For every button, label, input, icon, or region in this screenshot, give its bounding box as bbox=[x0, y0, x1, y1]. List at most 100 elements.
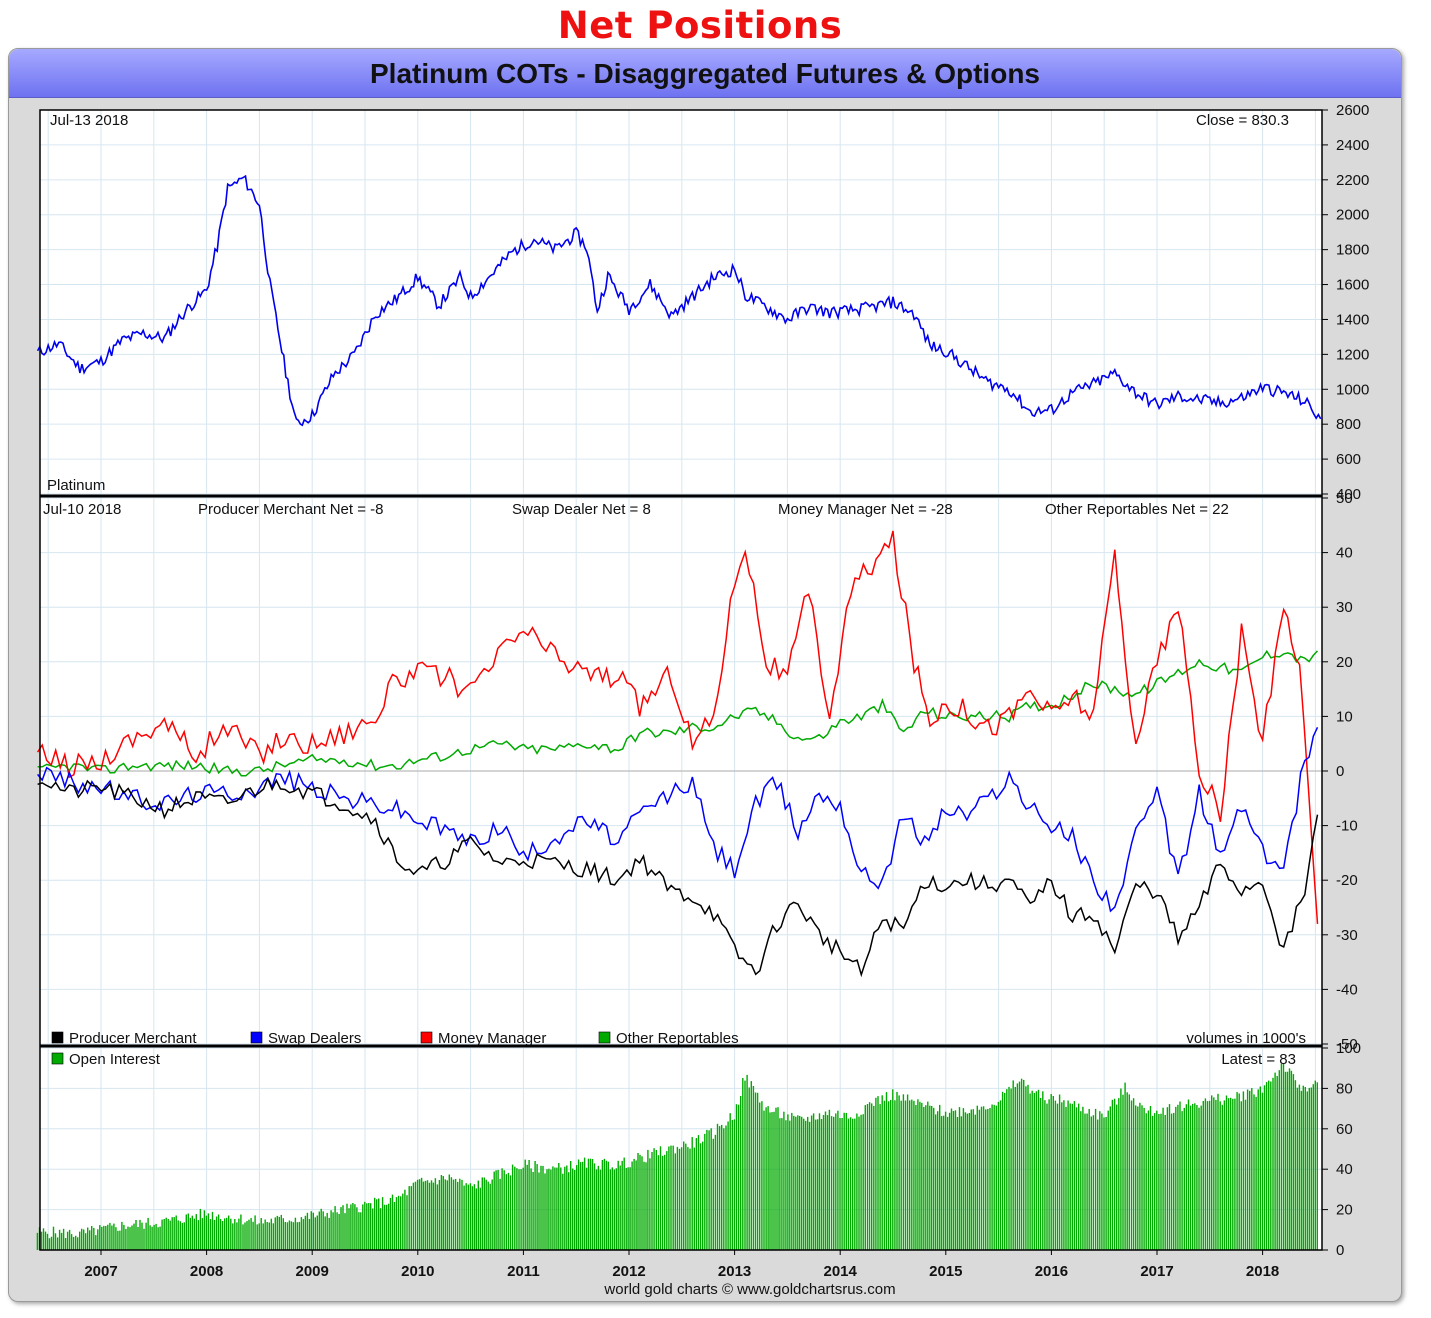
open-interest-bar bbox=[209, 1219, 212, 1250]
open-interest-bar bbox=[956, 1117, 959, 1250]
oi-tick-label: 0 bbox=[1336, 1242, 1344, 1259]
x-tick-label: 2013 bbox=[718, 1263, 751, 1280]
price-tick-label: 1200 bbox=[1336, 346, 1369, 363]
open-interest-bar bbox=[939, 1104, 941, 1250]
open-interest-bar bbox=[558, 1163, 560, 1250]
open-interest-bar bbox=[801, 1116, 803, 1250]
open-interest-bar bbox=[718, 1126, 721, 1250]
open-interest-bar bbox=[929, 1105, 931, 1250]
open-interest-bar bbox=[324, 1216, 326, 1250]
open-interest-bar bbox=[414, 1181, 417, 1250]
price-series-label: Platinum bbox=[47, 477, 105, 494]
open-interest-bar bbox=[820, 1119, 823, 1250]
open-interest-bar bbox=[797, 1115, 799, 1250]
open-interest-bar bbox=[862, 1114, 864, 1250]
open-interest-bar bbox=[877, 1096, 879, 1250]
open-interest-bar bbox=[173, 1217, 175, 1250]
open-interest-bar bbox=[1261, 1092, 1264, 1250]
open-interest-bar bbox=[125, 1228, 127, 1250]
open-interest-bar bbox=[1179, 1101, 1181, 1250]
open-interest-bar bbox=[1103, 1117, 1105, 1250]
close-label: Close = 830.3 bbox=[1196, 112, 1289, 129]
oi-tick-label: 100 bbox=[1336, 1040, 1361, 1057]
open-interest-bar bbox=[542, 1165, 544, 1250]
open-interest-bar bbox=[420, 1177, 423, 1250]
open-interest-bar bbox=[123, 1224, 125, 1250]
open-interest-bar bbox=[670, 1145, 672, 1250]
open-interest-bar bbox=[649, 1158, 651, 1250]
open-interest-bar bbox=[641, 1156, 643, 1250]
open-interest-bar bbox=[752, 1086, 755, 1250]
open-interest-bar bbox=[1242, 1091, 1245, 1250]
net-header-label: Swap Dealer Net = 8 bbox=[512, 501, 651, 518]
open-interest-bar bbox=[550, 1169, 552, 1250]
open-interest-bar bbox=[516, 1168, 518, 1250]
open-interest-bar bbox=[706, 1129, 708, 1250]
open-interest-bar bbox=[807, 1116, 809, 1250]
open-interest-bar bbox=[446, 1180, 448, 1250]
open-interest-bar bbox=[381, 1197, 384, 1250]
open-interest-bar bbox=[556, 1167, 558, 1250]
open-interest-bar bbox=[1223, 1100, 1226, 1250]
open-interest-bar bbox=[505, 1174, 507, 1250]
open-interest-bar bbox=[548, 1168, 550, 1250]
open-interest-bar bbox=[635, 1160, 637, 1250]
open-interest-bar bbox=[824, 1111, 827, 1250]
open-interest-bar bbox=[1185, 1104, 1188, 1250]
open-interest-bar bbox=[864, 1105, 866, 1250]
open-interest-bar bbox=[858, 1116, 860, 1250]
oi-legend-swatch bbox=[51, 1052, 64, 1065]
open-interest-bar bbox=[1101, 1113, 1103, 1250]
open-interest-bar bbox=[799, 1116, 801, 1250]
open-interest-bar bbox=[163, 1219, 165, 1250]
open-interest-bar bbox=[372, 1208, 374, 1250]
open-interest-bar bbox=[723, 1128, 725, 1250]
open-interest-bar bbox=[1029, 1093, 1031, 1250]
legend-item: Producer Merchant bbox=[51, 1030, 197, 1047]
open-interest-bar bbox=[655, 1150, 657, 1250]
swap-dealers-line bbox=[37, 726, 1319, 913]
open-interest-bar bbox=[499, 1178, 501, 1250]
open-interest-bar bbox=[991, 1104, 993, 1250]
open-interest-bar bbox=[522, 1167, 524, 1250]
price-tick-label: 800 bbox=[1336, 416, 1361, 433]
open-interest-bar bbox=[1014, 1087, 1016, 1250]
open-interest-bar bbox=[668, 1146, 670, 1250]
open-interest-bar bbox=[416, 1179, 419, 1250]
open-interest-bar bbox=[360, 1212, 362, 1250]
open-interest-bar bbox=[77, 1237, 79, 1250]
open-interest-bar bbox=[1109, 1106, 1111, 1250]
open-interest-bar bbox=[1314, 1080, 1316, 1250]
net-tick-label: -50 bbox=[1336, 1036, 1358, 1053]
price-date-label: Jul-13 2018 bbox=[50, 112, 128, 129]
open-interest-bar bbox=[205, 1215, 208, 1250]
open-interest-bar bbox=[1004, 1093, 1006, 1250]
open-interest-bar bbox=[761, 1101, 763, 1250]
open-interest-bar bbox=[881, 1095, 883, 1250]
open-interest-bar bbox=[1130, 1100, 1133, 1250]
open-interest-bar bbox=[179, 1221, 181, 1250]
open-interest-bar bbox=[1139, 1102, 1141, 1250]
open-interest-bar bbox=[1048, 1099, 1050, 1250]
open-interest-bar bbox=[1244, 1099, 1247, 1250]
open-interest-bar bbox=[589, 1158, 592, 1250]
open-interest-bar bbox=[284, 1222, 286, 1250]
open-interest-bar bbox=[320, 1208, 322, 1250]
open-interest-bar bbox=[534, 1161, 536, 1250]
open-interest-bar bbox=[366, 1203, 368, 1250]
open-interest-bar bbox=[526, 1164, 528, 1250]
open-interest-bar bbox=[985, 1109, 987, 1250]
open-interest-bar bbox=[1149, 1106, 1152, 1250]
open-interest-bar bbox=[841, 1118, 843, 1250]
open-interest-bar bbox=[759, 1102, 761, 1250]
open-interest-bar bbox=[1132, 1098, 1135, 1250]
open-interest-bar bbox=[296, 1222, 299, 1250]
open-interest-bar bbox=[224, 1218, 226, 1250]
legend-swatch bbox=[598, 1031, 611, 1044]
net-tick-label: -40 bbox=[1336, 981, 1358, 998]
frame-title-bar: Platinum COTs - Disaggregated Futures & … bbox=[9, 49, 1401, 98]
open-interest-bar bbox=[765, 1107, 767, 1250]
open-interest-bar bbox=[471, 1186, 474, 1250]
open-interest-bar bbox=[822, 1115, 825, 1250]
open-interest-bar bbox=[1246, 1089, 1249, 1250]
